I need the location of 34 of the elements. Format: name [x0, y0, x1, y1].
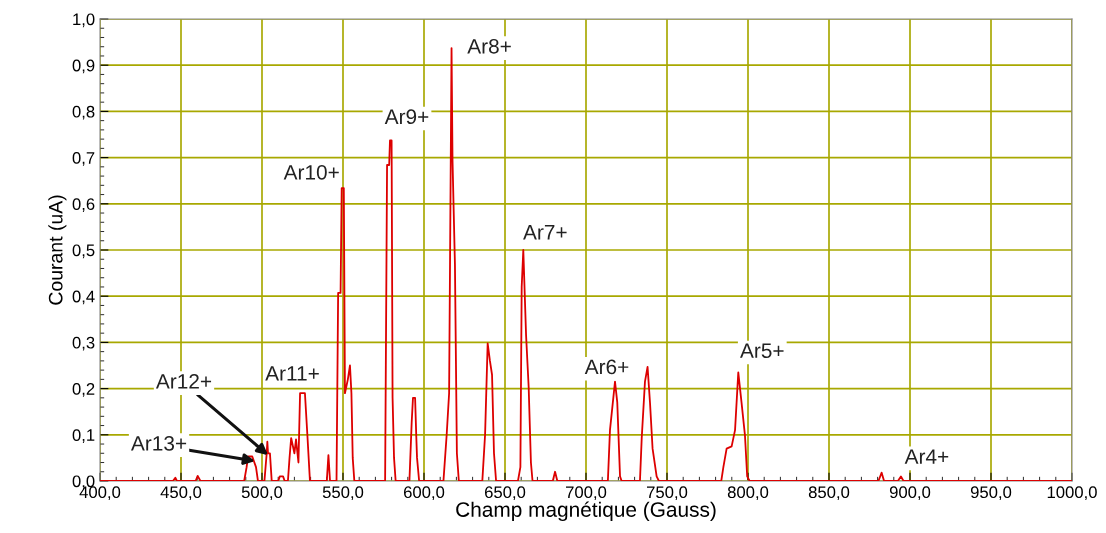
y-tick-label: 0,5 [72, 244, 95, 259]
x-axis-title: Champ magnétique (Gauss) [456, 501, 716, 522]
x-tick-label: 650,0 [484, 486, 526, 501]
annotation: Ar4+ [904, 449, 949, 464]
x-tick-label: 850,0 [808, 486, 850, 501]
annotation: Ar8+ [467, 38, 511, 54]
y-tick-label: 0,8 [72, 105, 95, 120]
x-tick-label: 800,0 [727, 486, 769, 501]
x-tick-label: 750,0 [647, 486, 688, 501]
annotation: Ar10+ [283, 164, 339, 180]
y-tick-label: 1,0 [73, 13, 95, 28]
y-tick-label: 0,4 [72, 290, 95, 305]
y-tick-label: 0,7 [72, 152, 95, 166]
x-tick-label: 950,0 [970, 486, 1012, 501]
annotation: Ar11+ [265, 366, 319, 381]
y-axis-title: Courant (uA) [48, 195, 67, 305]
x-tick-label: 600,0 [403, 486, 445, 501]
x-tick-label: 500,0 [241, 486, 283, 501]
x-tick-label: 450,0 [160, 486, 202, 501]
annotation: Ar7+ [523, 225, 567, 240]
x-tick-label: 550,0 [322, 486, 364, 501]
x-tick-label: 1000,0 [1047, 486, 1097, 501]
annotation: Ar5+ [740, 343, 784, 359]
annotation: Ar12+ [155, 373, 212, 389]
y-tick-label: 0,1 [72, 429, 95, 443]
y-tick-label: 0,9 [72, 59, 95, 74]
x-tick-label: 900,0 [889, 486, 931, 501]
annotation: Ar13+ [130, 435, 187, 451]
y-tick-label: 0,3 [72, 336, 95, 351]
annotation: Ar6+ [584, 359, 629, 375]
x-tick-label: 700,0 [566, 486, 607, 501]
y-tick-label: 0,6 [72, 198, 95, 212]
annotation: Ar9+ [384, 109, 429, 125]
y-tick-label: 0,2 [72, 383, 95, 397]
